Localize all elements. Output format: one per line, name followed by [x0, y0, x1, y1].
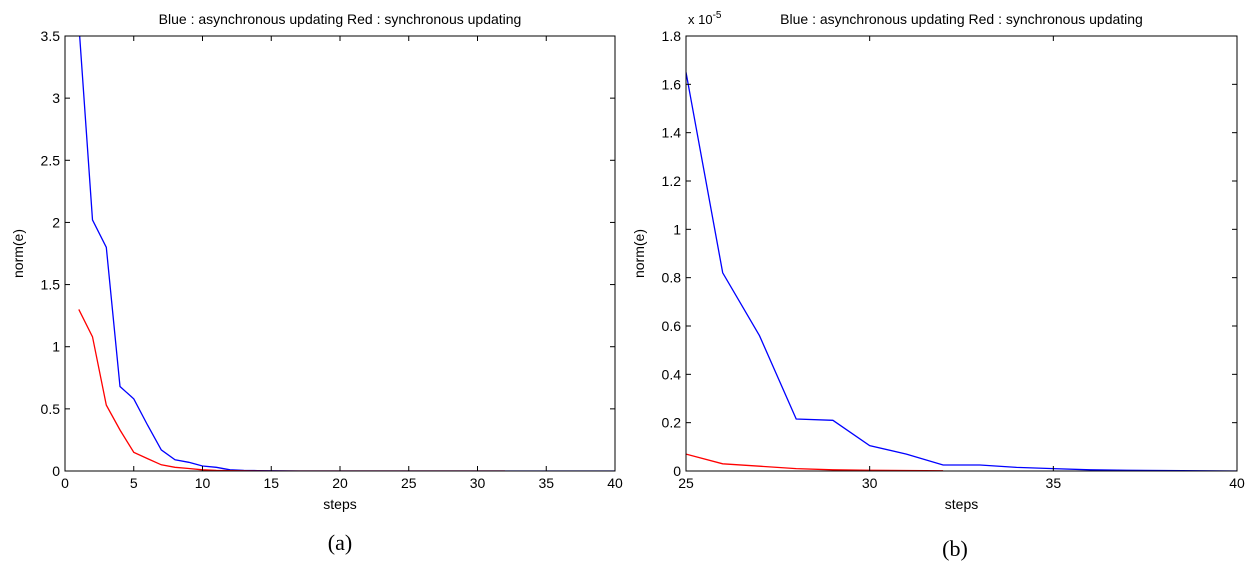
chart-b: 25 30 35 40 0 0.2 0.4 0.6 0.8 1 1.2 1.4 1.6 1.8 x 10-5… — [631, 10, 1245, 561]
y-tick-label: 1 — [673, 221, 681, 237]
x-tick-label: 40 — [1229, 475, 1245, 491]
y-tick-label: 0 — [673, 463, 681, 479]
y-exponent-label: x 10-5 — [688, 10, 722, 27]
figure-caption: (b) — [942, 536, 968, 561]
x-tick-label: 5 — [130, 475, 138, 491]
y-tick-label: 0 — [52, 463, 60, 479]
y-axis-label: norm(e) — [631, 229, 647, 278]
x-tick-label: 15 — [263, 475, 279, 491]
x-tick-label: 30 — [470, 475, 486, 491]
y-tick-label: 3 — [52, 90, 60, 106]
series-line-red — [78, 309, 505, 471]
y-tick-label: 2 — [52, 214, 60, 230]
y-tick-label: 0.4 — [662, 366, 682, 382]
y-exponent-base: x 10 — [688, 12, 713, 27]
figure-caption: (a) — [328, 530, 352, 555]
chart-a: 0 5 10 15 20 25 30 35 40 0 0.5 1 1.5 2 2.5 3 3.5 Blue : a… — [10, 11, 623, 555]
y-tick-label: 3.5 — [41, 28, 61, 44]
x-axis-label: steps — [323, 496, 356, 512]
y-tick-label: 1.5 — [41, 277, 61, 293]
x-tick-label: 35 — [538, 475, 554, 491]
y-tick-label: 0.2 — [662, 415, 682, 431]
y-tick-label: 0.5 — [41, 401, 61, 417]
y-axis-label: norm(e) — [10, 229, 26, 278]
x-tick-label: 25 — [401, 475, 417, 491]
y-tick-label: 0.8 — [662, 270, 682, 286]
y-exponent-power: -5 — [713, 10, 722, 21]
y-tick-label: 1.6 — [662, 76, 682, 92]
x-tick-label: 0 — [61, 475, 69, 491]
plot-frame — [685, 35, 1238, 472]
plot-frame — [64, 35, 616, 472]
chart-title: Blue : asynchronous updating Red : synch… — [780, 11, 1143, 27]
x-tick-label: 40 — [607, 475, 623, 491]
x-axis-label: steps — [945, 496, 978, 512]
x-tick-label: 35 — [1046, 475, 1062, 491]
x-tick-label: 20 — [332, 475, 348, 491]
chart-title: Blue : asynchronous updating Red : synch… — [159, 11, 522, 27]
series-line-red — [686, 453, 944, 471]
x-tick-label: 25 — [678, 475, 694, 491]
y-tick-label: 0.6 — [662, 318, 682, 334]
x-tick-label: 10 — [195, 475, 211, 491]
y-tick-label: 1 — [52, 339, 60, 355]
y-tick-label: 1.4 — [662, 125, 682, 141]
x-tick-label: 30 — [862, 475, 878, 491]
y-tick-label: 1.2 — [662, 173, 682, 189]
series-line-blue — [79, 36, 615, 471]
y-tick-label: 1.8 — [662, 28, 682, 44]
y-tick-label: 2.5 — [41, 152, 61, 168]
series-line-blue — [686, 72, 1237, 471]
